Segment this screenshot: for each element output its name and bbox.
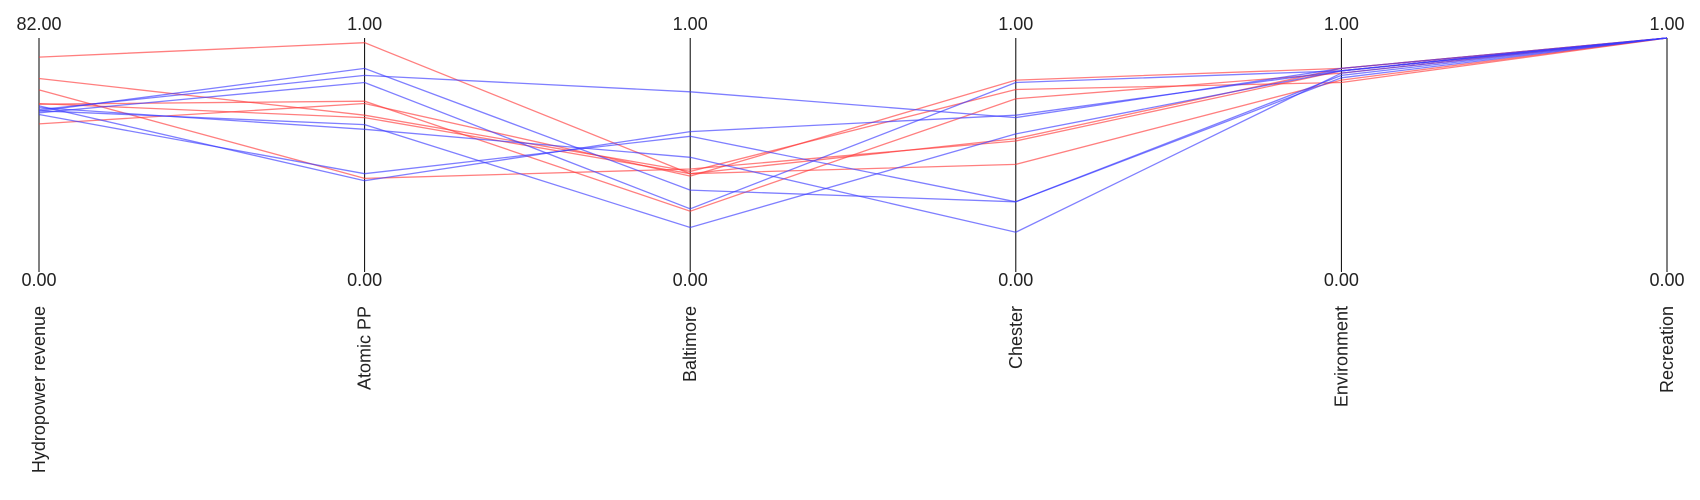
axis-max-label-atomic-pp: 1.00 xyxy=(347,14,382,34)
axis-min-label-baltimore: 0.00 xyxy=(673,270,708,290)
axis-max-label-environment: 1.00 xyxy=(1324,14,1359,34)
axis-min-label-recreation: 0.00 xyxy=(1649,270,1684,290)
labels-layer: 82.00 0.00 Hydropower revenue 1.00 0.00 Atomi… xyxy=(16,14,1684,473)
axis-min-label-atomic-pp: 0.00 xyxy=(347,270,382,290)
series-line-2 xyxy=(38,37,1668,173)
axis-min-label-hydropower-revenue: 0.00 xyxy=(21,270,56,290)
axis-name-environment: Environment xyxy=(1331,306,1351,407)
series-line-9 xyxy=(38,37,1668,203)
series-line-12 xyxy=(38,37,1668,229)
series-line-13 xyxy=(38,37,1668,203)
axis-max-label-chester: 1.00 xyxy=(998,14,1033,34)
axis-name-recreation: Recreation xyxy=(1657,306,1677,393)
axis-name-hydropower-revenue: Hydropower revenue xyxy=(29,306,49,473)
axis-max-label-hydropower-revenue: 82.00 xyxy=(16,14,61,34)
axis-name-chester: Chester xyxy=(1006,306,1026,369)
axis-min-label-chester: 0.00 xyxy=(998,270,1033,290)
series-line-11 xyxy=(38,37,1668,119)
axis-max-label-baltimore: 1.00 xyxy=(673,14,708,34)
series-line-8 xyxy=(38,37,1668,233)
axis-name-atomic-pp: Atomic PP xyxy=(355,306,375,390)
series-lines-layer xyxy=(38,37,1668,233)
axis-min-label-environment: 0.00 xyxy=(1324,270,1359,290)
axes-layer xyxy=(38,38,1668,272)
axis-name-baltimore: Baltimore xyxy=(680,306,700,382)
axis-max-label-recreation: 1.00 xyxy=(1649,14,1684,34)
